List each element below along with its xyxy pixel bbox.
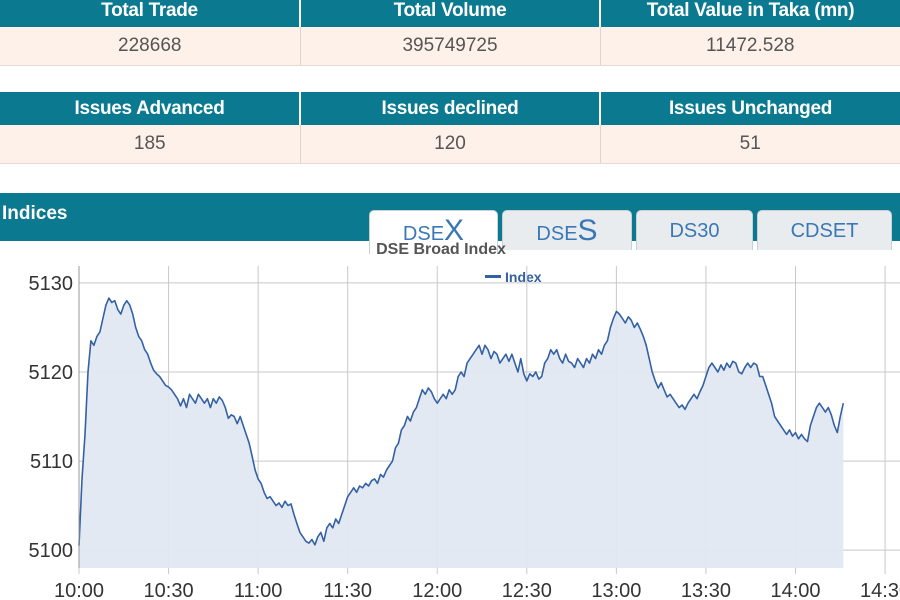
- tab-dsex-suffix: X: [444, 214, 465, 247]
- x-tick-label-3: 11:30: [323, 580, 372, 600]
- y-tick-label-2: 5120: [29, 362, 74, 384]
- dse-broad-index-chart: DSE Broad Index Index 5100 5110 5120 5130 1…: [29, 241, 900, 600]
- tab-dsex[interactable]: DSEX: [369, 210, 498, 254]
- chart-title: DSE Broad Index: [376, 241, 506, 258]
- x-tick-label-7: 13:30: [681, 580, 731, 600]
- y-tick-label-1: 5110: [30, 451, 73, 473]
- total-volume-header: Total Volume: [300, 0, 601, 27]
- issues-summary-table: Issues Advanced Issues declined Issues U…: [0, 92, 900, 164]
- total-value-header: Total Value in Taka (mn): [600, 0, 900, 27]
- x-tick-label-6: 13:00: [591, 580, 641, 600]
- tab-dses-suffix: S: [577, 214, 598, 247]
- x-tick-label-0: 10:00: [54, 580, 104, 600]
- x-tick-label-4: 12:00: [412, 580, 462, 600]
- issues-advanced-header: Issues Advanced: [0, 92, 301, 125]
- issues-advanced-value: 185: [0, 125, 301, 164]
- market-summary-table: Total Trade Total Volume Total Value in …: [0, 0, 900, 66]
- issues-unchanged-header: Issues Unchanged: [600, 92, 900, 125]
- tab-dsex-prefix: DSE: [402, 223, 445, 245]
- index-area: [79, 298, 844, 568]
- issues-unchanged-value: 51: [600, 125, 900, 164]
- tab-dses-prefix: DSE: [536, 223, 578, 245]
- tab-dses[interactable]: DSES: [502, 210, 632, 250]
- x-tick-label-8: 14:00: [770, 580, 820, 600]
- x-tick-label-1: 10:30: [144, 580, 194, 600]
- chart-legend: Index: [485, 269, 542, 285]
- tab-cdset[interactable]: CDSET: [757, 210, 892, 250]
- total-volume-value: 395749725: [300, 27, 601, 66]
- indices-title: Indices: [2, 203, 68, 224]
- x-tick-label-9: 14:30: [860, 580, 900, 600]
- y-tick-label-3: 5130: [29, 273, 74, 295]
- legend-label: Index: [505, 269, 542, 285]
- tab-ds30[interactable]: DS30: [636, 210, 753, 250]
- legend-swatch: [485, 275, 501, 278]
- x-tick-label-2: 11:00: [234, 580, 283, 600]
- issues-declined-header: Issues declined: [300, 92, 601, 125]
- total-trade-header: Total Trade: [0, 0, 301, 27]
- total-value-value: 11472.528: [600, 27, 900, 66]
- indices-header-bar: Indices DSEX DSES DS30 CDSET: [0, 193, 900, 254]
- issues-declined-value: 120: [300, 125, 601, 164]
- y-tick-label-0: 5100: [29, 540, 74, 562]
- total-trade-value: 228668: [0, 27, 301, 66]
- x-axis: 10:00 10:30 11:00 11:30 12:00 12:30 13:00 13:30…: [54, 580, 900, 600]
- index-line: [78, 297, 845, 546]
- x-tick-label-5: 12:30: [502, 580, 552, 600]
- y-axis: 5100 5110 5120 5130: [29, 266, 80, 568]
